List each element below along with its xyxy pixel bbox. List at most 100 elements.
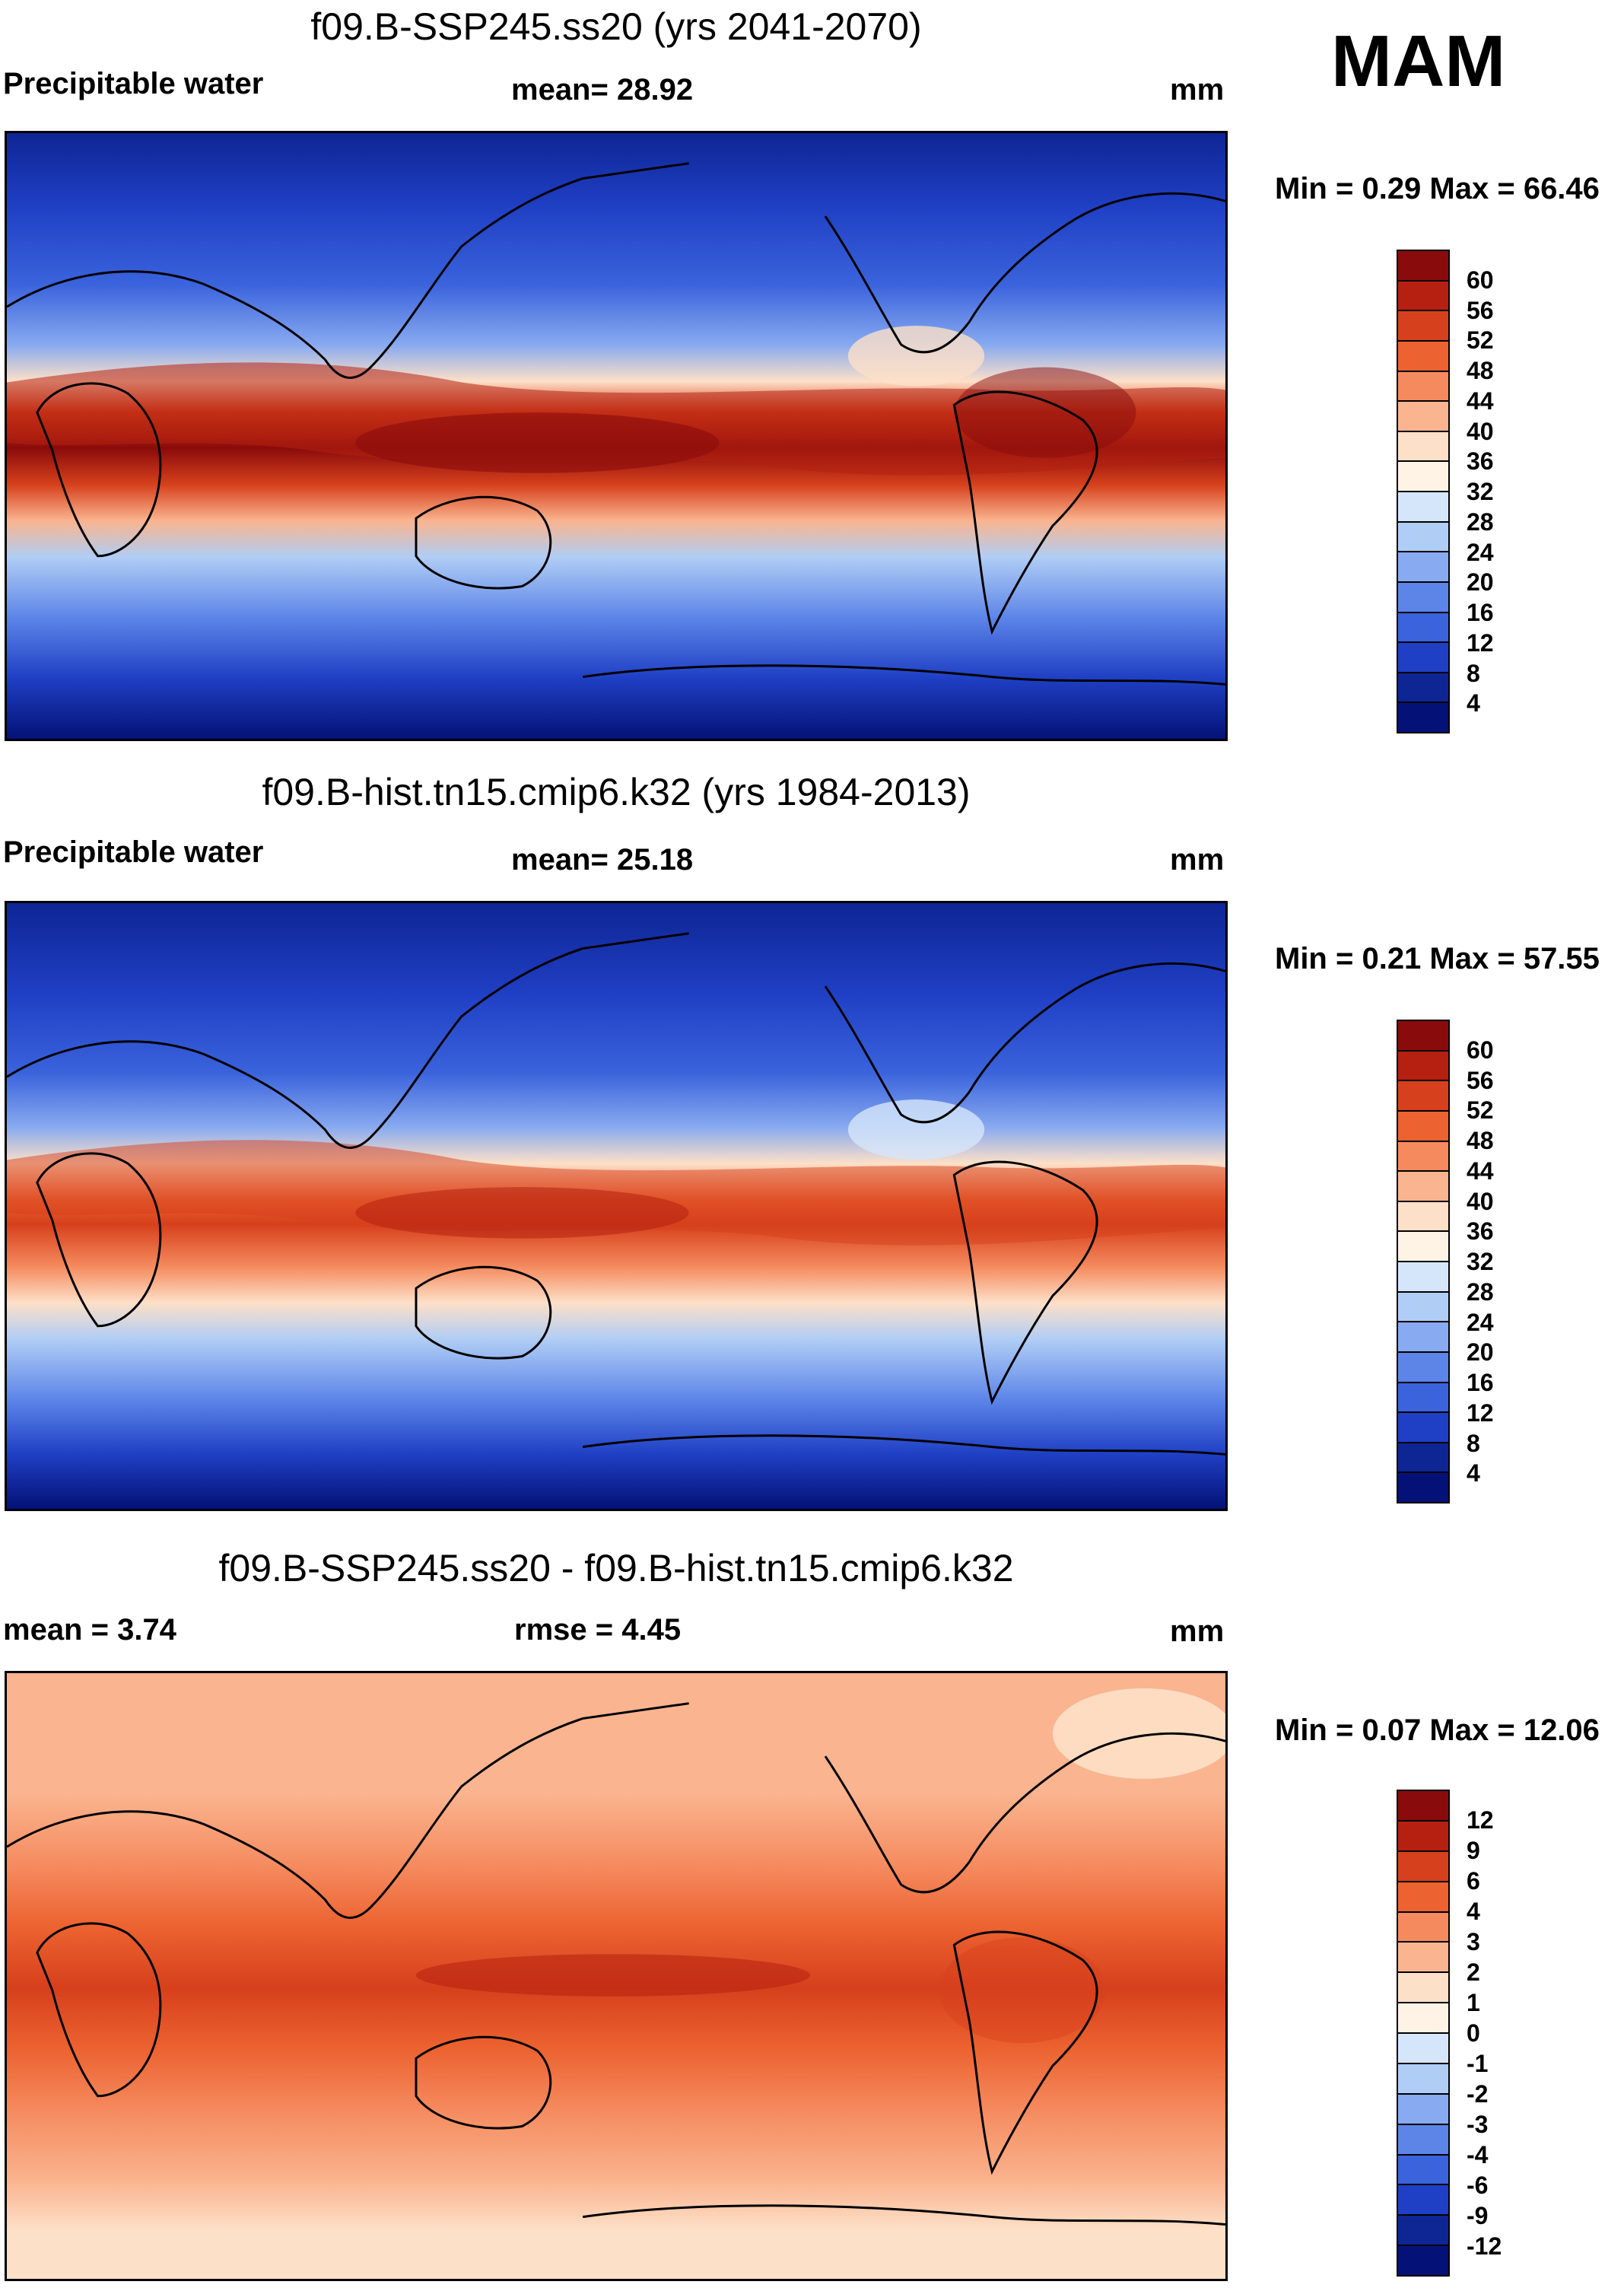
colorbar-segment	[1398, 2094, 1448, 2125]
colorbar-tick-label: 4	[1467, 1898, 1480, 1925]
colorbar-segment	[1398, 431, 1448, 463]
colorbar-segment	[1398, 1973, 1448, 2004]
colorbar-tick-label: 24	[1467, 538, 1494, 566]
colorbar-segment	[1398, 492, 1448, 523]
panel-2-colorbar	[1397, 1020, 1450, 1503]
colorbar-tick-label: 40	[1467, 1187, 1494, 1215]
panel-3-title: f09.B-SSP245.ss20 - f09.B-hist.tn15.cmip…	[218, 1547, 1014, 1589]
colorbar-segment	[1398, 1322, 1448, 1353]
colorbar-tick-label: 2	[1467, 1958, 1480, 1986]
panel-2-coastlines	[7, 932, 1225, 1456]
colorbar-segment	[1398, 2063, 1448, 2095]
colorbar-segment	[1398, 613, 1448, 644]
colorbar-segment	[1398, 1172, 1448, 1202]
colorbar-segment	[1398, 2003, 1448, 2034]
panel-1-map	[5, 131, 1228, 741]
colorbar-tick-label: 3	[1467, 1928, 1480, 1955]
colorbar-tick-label: 36	[1467, 1217, 1494, 1246]
colorbar-segment	[1398, 1081, 1448, 1112]
colorbar-tick-label: 32	[1467, 478, 1494, 505]
colorbar-tick-label: 44	[1467, 387, 1494, 415]
panel-2-map-svg	[7, 903, 1225, 1509]
colorbar-segment	[1398, 703, 1448, 732]
colorbar-segment	[1398, 1943, 1448, 1974]
colorbar-segment	[1398, 1352, 1448, 1383]
colorbar-segment	[1398, 2185, 1448, 2216]
colorbar-segment	[1398, 1292, 1448, 1323]
colorbar-tick-label: -9	[1467, 2202, 1489, 2229]
colorbar-segment	[1398, 341, 1448, 372]
colorbar-tick-label: 36	[1467, 447, 1494, 476]
colorbar-tick-label: 56	[1467, 1066, 1494, 1094]
colorbar-segment	[1398, 1021, 1448, 1052]
panel-3-units: mm	[1170, 1615, 1225, 1648]
colorbar-tick-label: 56	[1467, 296, 1494, 324]
colorbar-segment	[1398, 311, 1448, 342]
panel-3-colorbar	[1397, 1790, 1450, 2277]
colorbar-segment	[1398, 281, 1448, 312]
colorbar-tick-label: 60	[1467, 1036, 1494, 1064]
colorbar-tick-label: -2	[1467, 2080, 1489, 2108]
colorbar-tick-label: 1	[1467, 1989, 1480, 2016]
colorbar-segment	[1398, 2155, 1448, 2186]
colorbar-segment	[1398, 1051, 1448, 1082]
colorbar-segment	[1398, 1262, 1448, 1293]
colorbar-segment	[1398, 1912, 1448, 1943]
panel-2-mean: mean= 25.18	[511, 843, 694, 877]
colorbar-tick-label: 8	[1467, 659, 1480, 687]
panel-1-colorbar	[1397, 250, 1450, 733]
panel-2-title: f09.B-hist.tn15.cmip6.k32 (yrs 1984-2013…	[262, 771, 971, 813]
colorbar-segment	[1398, 1473, 1448, 1502]
colorbar-segment	[1398, 1851, 1448, 1882]
colorbar-segment	[1398, 2124, 1448, 2156]
colorbar-segment	[1398, 402, 1448, 432]
colorbar-tick-label: 0	[1467, 2019, 1480, 2047]
panel-3-mean: mean = 3.74	[3, 1613, 176, 1647]
colorbar-tick-label: -1	[1467, 2050, 1489, 2077]
panel-3-minmax: Min = 0.07 Max = 12.06	[1275, 1713, 1600, 1747]
colorbar-tick-label: 6	[1467, 1867, 1480, 1895]
colorbar-segment	[1398, 673, 1448, 704]
colorbar-tick-label: -4	[1467, 2141, 1489, 2168]
panel-2-map	[5, 901, 1228, 1511]
panel-2-minmax: Min = 0.21 Max = 57.55	[1275, 942, 1600, 975]
colorbar-tick-label: 4	[1467, 1459, 1480, 1488]
colorbar-segment	[1398, 522, 1448, 553]
panel-3-rmse: rmse = 4.45	[514, 1613, 682, 1647]
colorbar-tick-label: 9	[1467, 1837, 1480, 1864]
colorbar-segment	[1398, 1821, 1448, 1852]
colorbar-tick-label: 48	[1467, 1127, 1494, 1154]
colorbar-segment	[1398, 462, 1448, 492]
panel-1-mean: mean= 28.92	[511, 73, 694, 107]
colorbar-segment	[1398, 2034, 1448, 2064]
panel-1-coastlines	[7, 162, 1225, 686]
colorbar-tick-label: 48	[1467, 357, 1494, 384]
colorbar-segment	[1398, 2246, 1448, 2275]
colorbar-segment	[1398, 1383, 1448, 1414]
colorbar-segment	[1398, 582, 1448, 613]
colorbar-tick-label: 28	[1467, 1278, 1494, 1306]
colorbar-tick-label: 52	[1467, 326, 1494, 355]
panel-2-variable-label: Precipitable water	[3, 835, 264, 869]
panel-2-units: mm	[1170, 843, 1225, 877]
panel-3-map	[5, 1671, 1228, 2281]
season-label: MAM	[1331, 21, 1506, 102]
colorbar-tick-label: 16	[1467, 599, 1494, 626]
colorbar-tick-label: 20	[1467, 1338, 1494, 1367]
colorbar-tick-label: -6	[1467, 2172, 1489, 2199]
colorbar-tick-label: 20	[1467, 568, 1494, 597]
colorbar-tick-label: 16	[1467, 1369, 1494, 1396]
panel-1-map-svg	[7, 133, 1225, 739]
colorbar-tick-label: 12	[1467, 1398, 1494, 1427]
colorbar-tick-label: -12	[1467, 2232, 1502, 2260]
panel-1-minmax: Min = 0.29 Max = 66.46	[1275, 172, 1600, 205]
panel-1-variable-label: Precipitable water	[3, 67, 264, 100]
panel-1-title: f09.B-SSP245.ss20 (yrs 2041-2070)	[310, 5, 922, 48]
colorbar-segment	[1398, 1201, 1448, 1233]
colorbar-segment	[1398, 1141, 1448, 1173]
colorbar-tick-label: 12	[1467, 628, 1494, 657]
panel-1-units: mm	[1170, 73, 1225, 107]
colorbar-tick-label: 44	[1467, 1157, 1494, 1185]
colorbar-segment	[1398, 1111, 1448, 1142]
panel-3-coastlines	[7, 1702, 1225, 2226]
